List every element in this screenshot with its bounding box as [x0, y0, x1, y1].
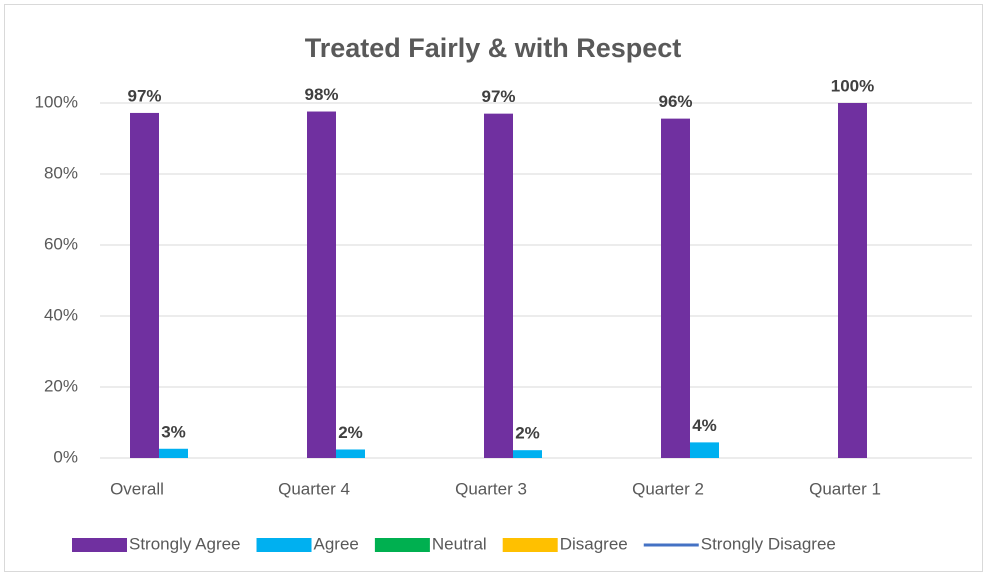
y-tick-label: 0% [53, 447, 78, 466]
x-tick-label: Quarter 2 [632, 479, 704, 498]
bar [307, 111, 336, 459]
bar [838, 103, 867, 458]
data-label: 100% [831, 76, 874, 95]
y-tick-label: 40% [44, 305, 78, 324]
legend-swatch [502, 538, 558, 552]
data-label: 97% [127, 86, 161, 105]
data-label: 2% [338, 423, 363, 442]
bar [130, 112, 159, 458]
x-tick-label: Overall [110, 479, 164, 498]
legend-swatch [72, 538, 127, 552]
data-label: 98% [304, 85, 338, 104]
x-tick-label: Quarter 4 [278, 479, 350, 498]
data-label: 2% [515, 424, 540, 443]
bar [661, 118, 690, 459]
bar [159, 448, 188, 458]
x-tick-label: Quarter 3 [455, 479, 527, 498]
legend-swatch [374, 538, 430, 552]
data-label: 4% [692, 416, 717, 435]
data-label: 97% [481, 87, 515, 106]
bar [513, 450, 542, 458]
x-tick-label: Quarter 1 [809, 479, 881, 498]
bar [690, 442, 719, 458]
chart-title: Treated Fairly & with Respect [305, 33, 682, 63]
data-label: 96% [658, 92, 692, 111]
legend-label: Disagree [560, 534, 628, 553]
bar [336, 449, 365, 458]
legend-label: Agree [314, 534, 359, 553]
y-tick-label: 80% [44, 163, 78, 182]
bar [484, 113, 513, 459]
y-tick-label: 100% [35, 92, 78, 111]
y-tick-label: 60% [44, 234, 78, 253]
legend-label: Strongly Agree [129, 534, 241, 553]
legend-swatch [256, 538, 312, 552]
y-tick-label: 20% [44, 376, 78, 395]
data-label: 3% [161, 422, 186, 441]
legend-label: Neutral [432, 534, 487, 553]
legend-label: Strongly Disagree [701, 534, 836, 553]
